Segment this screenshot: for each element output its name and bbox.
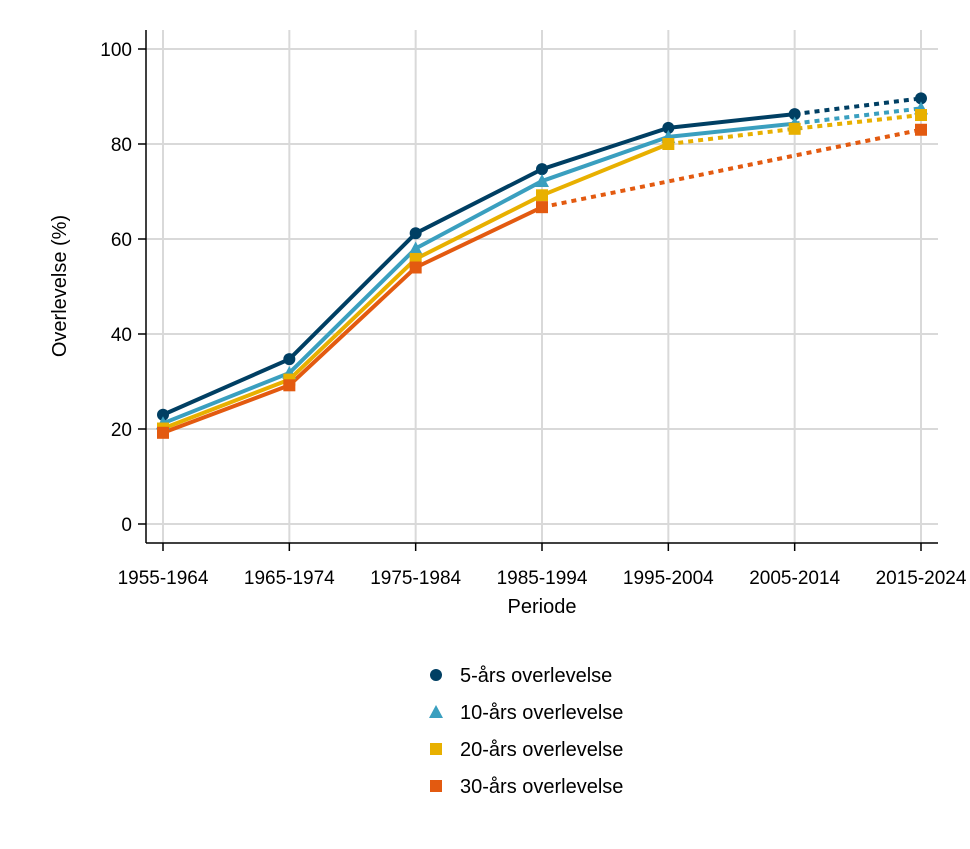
legend-label-1: 10-års overlevelse [460,702,623,724]
x-tick-label-1955-1964: 1955-1964 [118,568,209,589]
point-2-4 [662,138,675,150]
y-tick-label-60: 60 [111,230,132,251]
point-3-2 [409,261,422,274]
legend-marker-3 [430,780,442,792]
series-line-solid-3 [162,205,543,435]
axes [138,30,938,551]
point-0-0 [157,408,169,421]
y-tick-label-20: 20 [111,420,132,441]
grid-lines [146,30,938,543]
point-0-4 [662,121,675,134]
y-tick-label-40: 40 [111,325,132,346]
x-tick-label-1995-2004: 1995-2004 [623,568,714,589]
point-3-3 [536,201,548,214]
point-0-3 [536,163,548,176]
series-line-solid-1 [162,121,795,426]
tick-labels: 0 20 40 60 80 100 1955-1964 1965-1974 1975-1984 1… [100,40,967,589]
series-line-dotted-1 [794,106,922,126]
point-0-6 [915,92,927,105]
point-1-2 [408,241,423,255]
y-tick-label-0: 0 [121,515,132,536]
y-tick-label-80: 80 [111,135,132,156]
series-line-dotted-2 [668,113,922,146]
point-0-5 [788,108,801,121]
y-tick-label-100: 100 [100,40,132,61]
x-tick-label-2015-2024: 2015-2024 [876,568,967,589]
point-1-3 [535,174,549,188]
x-axis-title: Periode [508,596,577,618]
legend-label-2: 20-års overlevelse [460,739,623,761]
series-line-dotted-3 [541,127,922,210]
series-line-solid-0 [162,112,795,417]
point-2-6 [915,109,927,122]
legend-label-3: 30-års overlevelse [460,776,623,798]
series-line-dotted-0 [794,96,922,117]
x-tick-label-1985-1994: 1985-1994 [497,568,588,589]
point-2-3 [536,189,548,202]
legend-marker-0 [430,669,442,681]
x-tick-label-1975-1984: 1975-1984 [370,568,461,589]
series-markers [156,92,928,439]
legend: 5-års overlevelse 10-års overlevelse 20-år… [429,665,623,798]
legend-label-0: 5-års overlevelse [460,665,612,687]
point-0-2 [409,227,422,240]
point-2-5 [788,122,801,135]
point-0-1 [283,353,296,366]
x-tick-label-2005-2014: 2005-2014 [749,568,840,589]
y-axis-title: Overlevelse (%) [49,215,71,357]
point-3-0 [157,426,169,439]
point-3-1 [283,379,296,392]
legend-marker-1 [429,705,443,718]
legend-marker-2 [430,743,442,755]
point-3-6 [915,123,927,136]
x-tick-label-1965-1974: 1965-1974 [244,568,335,589]
series-lines [162,96,922,435]
